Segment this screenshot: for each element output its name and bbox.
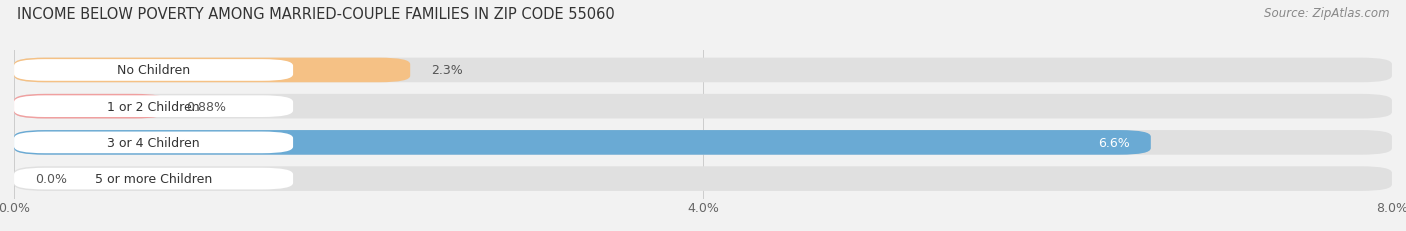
FancyBboxPatch shape [14, 131, 1150, 155]
FancyBboxPatch shape [14, 94, 166, 119]
Text: No Children: No Children [117, 64, 190, 77]
FancyBboxPatch shape [14, 94, 1392, 119]
Text: 0.0%: 0.0% [35, 172, 66, 185]
Text: 1 or 2 Children: 1 or 2 Children [107, 100, 200, 113]
FancyBboxPatch shape [14, 132, 292, 154]
FancyBboxPatch shape [14, 168, 292, 190]
FancyBboxPatch shape [14, 58, 1392, 83]
Text: 2.3%: 2.3% [430, 64, 463, 77]
FancyBboxPatch shape [14, 58, 411, 83]
Text: INCOME BELOW POVERTY AMONG MARRIED-COUPLE FAMILIES IN ZIP CODE 55060: INCOME BELOW POVERTY AMONG MARRIED-COUPL… [17, 7, 614, 22]
Text: 0.88%: 0.88% [186, 100, 226, 113]
FancyBboxPatch shape [14, 60, 292, 82]
Text: 3 or 4 Children: 3 or 4 Children [107, 136, 200, 149]
FancyBboxPatch shape [14, 131, 1392, 155]
FancyBboxPatch shape [14, 96, 292, 118]
Text: 5 or more Children: 5 or more Children [96, 172, 212, 185]
FancyBboxPatch shape [14, 167, 1392, 191]
Text: 6.6%: 6.6% [1098, 136, 1130, 149]
Text: Source: ZipAtlas.com: Source: ZipAtlas.com [1264, 7, 1389, 20]
